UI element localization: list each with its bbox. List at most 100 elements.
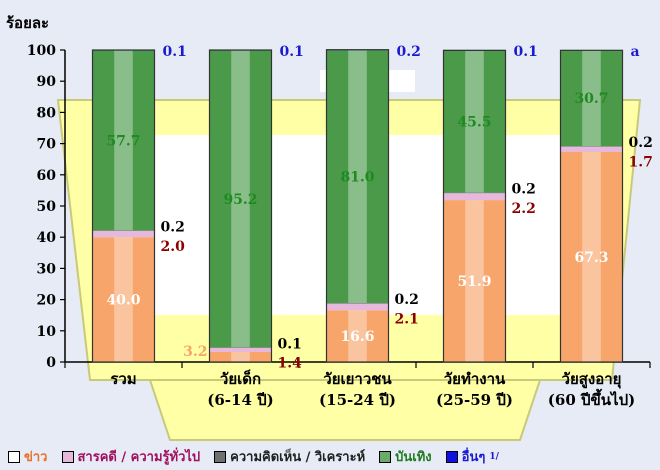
bar-segment (443, 193, 506, 201)
bar-segment (443, 50, 506, 193)
data-label-news: 3.2 (183, 344, 207, 360)
x-tick-label: (25-59 ปี) (436, 391, 513, 409)
data-label-opinion: 0.2 (629, 135, 653, 151)
data-label-documentary: 2.2 (512, 201, 536, 217)
data-label-news: 16.6 (340, 329, 374, 345)
bar-highlight (231, 50, 250, 348)
x-tick-label: (60 ปีขึ้นไป) (548, 388, 635, 409)
data-label-other: a (631, 44, 640, 60)
data-label-other: 0.1 (163, 44, 187, 60)
x-tick-label: (15-24 ปี) (319, 391, 396, 409)
data-label-opinion: 0.2 (395, 292, 419, 308)
bar-segment (560, 152, 623, 362)
legend-item: ความคิดเห็น / วิเคราะห์ (214, 446, 365, 467)
data-label-entertainment: 45.5 (457, 115, 491, 131)
data-label-other: 0.1 (514, 44, 538, 60)
y-tick-label: 70 (37, 137, 57, 153)
legend-item: อื่นๆ 1/ (445, 446, 499, 467)
data-label-entertainment: 57.7 (106, 133, 140, 149)
data-label-news: 51.9 (457, 274, 491, 290)
legend-swatch (445, 450, 458, 463)
bar-segment (326, 303, 389, 304)
legend-item: สารคดี / ความรู้ทั่วไป (61, 446, 201, 467)
bar-segment (209, 347, 272, 348)
data-label-news: 40.0 (106, 293, 140, 309)
bar-highlight (231, 352, 250, 362)
x-tick-label: วัยเยาวชน (323, 370, 392, 388)
bar-highlight (582, 50, 601, 147)
bar-outline (208, 49, 273, 363)
bar-outline (325, 49, 390, 363)
legend-swatch (214, 450, 227, 463)
y-tick-label: 0 (46, 355, 56, 371)
y-tick-label: 30 (37, 261, 57, 277)
bar-segment (92, 50, 155, 231)
legend-item: บันเทิง (379, 446, 432, 467)
y-tick-label: 100 (27, 43, 56, 59)
bar-segment (443, 192, 506, 194)
x-tick-label: รวม (110, 370, 136, 388)
bar-segment (92, 237, 155, 362)
data-label-opinion: 0.2 (512, 182, 536, 198)
legend-swatch (8, 450, 20, 463)
y-tick-label: 80 (37, 105, 57, 121)
data-label-entertainment: 30.7 (574, 91, 608, 107)
y-tick-label: 90 (37, 74, 57, 90)
y-tick-label: 40 (37, 230, 57, 246)
legend-footnote-mark: 1/ (489, 451, 499, 462)
bar-segment (326, 303, 389, 311)
data-label-documentary: 1.7 (629, 155, 653, 171)
bar-segment (92, 230, 155, 231)
x-tick-label: วัยเด็ก (220, 369, 261, 388)
bar-outline (91, 49, 156, 363)
legend-swatch (379, 450, 392, 463)
bar-outline (559, 49, 624, 363)
data-label-opinion: 0.1 (278, 336, 302, 352)
legend-label: อื่นๆ (461, 450, 486, 465)
bar-segment (209, 352, 272, 362)
bar-segment (560, 146, 623, 153)
bar-segment (560, 50, 623, 147)
bar-highlight (582, 152, 601, 362)
legend-label: สารคดี / ความรู้ทั่วไป (77, 450, 201, 465)
legend-item: ข่าว (8, 446, 48, 467)
legend: ข่าว สารคดี / ความรู้ทั่วไป ความคิดเห็น / … (8, 446, 499, 467)
data-label-other: 0.2 (397, 44, 421, 60)
y-axis-label: ร้อยละ (6, 14, 49, 32)
data-label-entertainment: 95.2 (223, 192, 257, 208)
legend-label: บันเทิง (395, 450, 432, 465)
legend-swatch (61, 450, 74, 463)
chart-labels: 40.0 2.0 0.2 57.7 0.1 3.2 1.4 0.1 95.2 0.1 16.6 2.1… (106, 44, 652, 372)
legend-label: ข่าว (24, 450, 48, 465)
x-tick-label: (6-14 ปี) (207, 391, 273, 409)
data-label-entertainment: 81.0 (340, 170, 374, 186)
bar-segment (92, 230, 155, 238)
y-tick-label: 50 (37, 199, 57, 215)
data-label-documentary: 2.1 (395, 312, 419, 328)
data-label-other: 0.1 (280, 44, 304, 60)
backdrop-stand (148, 379, 542, 441)
bar-outline (442, 49, 507, 363)
bar-segment (443, 200, 506, 362)
data-label-news: 67.3 (574, 250, 608, 266)
y-tick-label: 20 (37, 293, 57, 309)
bar-segment (326, 50, 389, 304)
bar-segment (209, 50, 272, 348)
y-tick-label: 10 (37, 324, 57, 340)
bar-highlight (114, 50, 133, 231)
legend-label: ความคิดเห็น / วิเคราะห์ (230, 450, 366, 465)
bar-highlight (114, 237, 133, 362)
data-label-opinion: 0.2 (161, 219, 185, 235)
y-tick-label: 60 (37, 168, 57, 184)
x-tick-label: วัยสูงอายุ (562, 370, 622, 389)
bar-segment (560, 146, 623, 147)
data-label-documentary: 1.4 (278, 356, 303, 372)
bar-highlight (348, 310, 367, 362)
bar-segment (326, 310, 389, 362)
bar-highlight (348, 50, 367, 304)
bar-highlight (465, 200, 484, 362)
data-label-documentary: 2.0 (161, 239, 186, 255)
chart-bars (91, 49, 624, 363)
x-tick-label: วัยทำงาน (444, 370, 506, 388)
